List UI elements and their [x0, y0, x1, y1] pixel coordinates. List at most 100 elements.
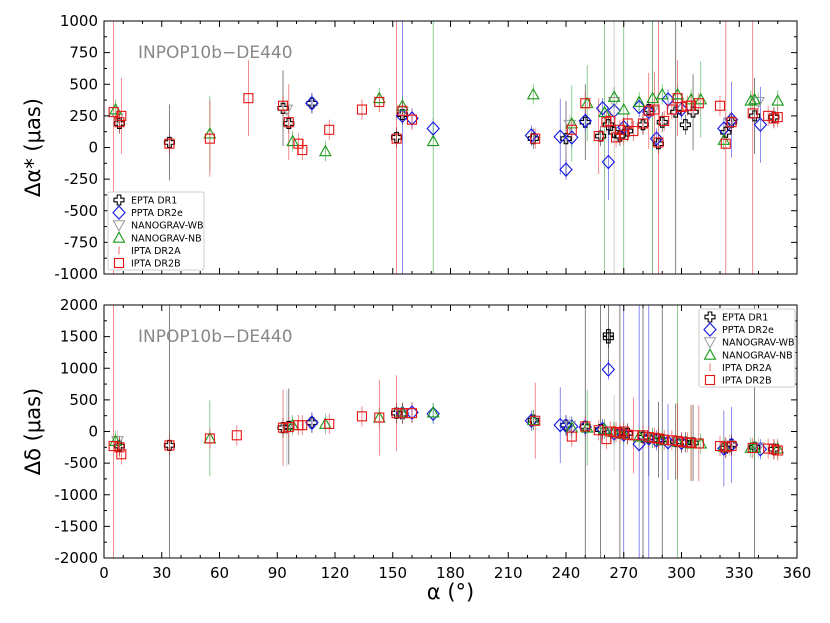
data-point: [679, 119, 691, 131]
bottom-y-axis-label: Δδ (μas): [21, 388, 45, 475]
data-point: [524, 128, 539, 143]
data-point: [753, 441, 768, 457]
y-tick-label: -1000: [54, 265, 98, 283]
legend-box: [698, 308, 796, 388]
legend-label: PPTA DR2e: [722, 325, 774, 336]
y-tick-label: 0: [88, 423, 98, 441]
data-point: [602, 329, 614, 341]
data-point: [607, 90, 621, 102]
data-point: [391, 408, 402, 419]
legend-label: NANOGRAV-NB: [131, 233, 202, 244]
data-point: [406, 114, 418, 125]
data-point: [622, 429, 633, 440]
data-point: [632, 95, 646, 107]
y-tick-label: 750: [69, 44, 98, 62]
data-point: [752, 442, 765, 454]
data-point: [426, 134, 440, 147]
data-point: [693, 98, 704, 109]
data-point: [717, 441, 731, 456]
legend-box: [107, 191, 205, 271]
x-axis-label: α (°): [427, 580, 474, 604]
data-point: [286, 134, 300, 147]
y-tick-label: 0: [88, 139, 98, 157]
data-point: [676, 437, 687, 448]
data-point: [565, 116, 579, 129]
data-point: [565, 130, 579, 145]
data-point: [108, 107, 119, 118]
top-panel: -1000 -750 -500 -250 0 250 500 750 1000 INPOP10b…: [21, 12, 798, 283]
data-point: [356, 104, 368, 115]
legend-label: IPTA DR2A: [722, 363, 772, 374]
y-tick-label: 1000: [60, 12, 98, 30]
data-point: [580, 421, 591, 432]
legend-marker: [703, 348, 717, 360]
data-point: [610, 132, 622, 143]
data-point: [714, 100, 726, 111]
data-point: [395, 405, 409, 418]
data-point: [406, 408, 418, 419]
data-point: [116, 110, 127, 121]
x-tick-label: 180: [436, 564, 465, 582]
data-point: [618, 129, 629, 140]
legend-marker: [703, 322, 717, 337]
data-point: [426, 405, 440, 418]
legend-label: IPTA DR2A: [131, 246, 181, 257]
data-point: [560, 133, 572, 145]
y-tick-label: -250: [64, 170, 98, 188]
data-point: [686, 100, 697, 111]
legend-label: IPTA DR2B: [131, 259, 181, 270]
data-point: [622, 118, 633, 129]
data-point: [659, 115, 670, 126]
x-tick-label: 60: [210, 564, 229, 582]
data-point: [277, 100, 289, 111]
data-point: [693, 438, 704, 449]
data-point: [553, 129, 567, 145]
data-point: [283, 422, 294, 433]
x-tick-label: 270: [609, 564, 638, 582]
legend-marker: [704, 311, 716, 323]
data-point: [753, 117, 768, 133]
data-point: [164, 138, 175, 149]
data-point: [283, 117, 294, 128]
x-tick-label: 120: [321, 564, 350, 582]
legend-marker: [112, 231, 126, 243]
data-point: [659, 434, 670, 445]
data-point: [563, 420, 577, 433]
data-point: [374, 96, 385, 108]
data-point: [396, 107, 409, 119]
y-tick-label: -500: [64, 202, 98, 220]
data-point: [164, 440, 175, 451]
x-tick-label: 360: [783, 564, 812, 582]
data-point: [643, 105, 654, 116]
data-point: [649, 131, 664, 146]
data-point: [530, 133, 541, 144]
legend-label: EPTA DR1: [131, 196, 177, 207]
top-markers: [108, 87, 785, 177]
data-point: [763, 110, 774, 121]
data-point: [768, 113, 779, 124]
data-point: [526, 87, 540, 100]
data-point: [618, 426, 629, 437]
legend-label: NANOGRAV-NB: [722, 350, 793, 361]
data-point: [204, 433, 215, 444]
data-point: [204, 133, 215, 144]
legend-marker: [703, 337, 717, 349]
data-point: [530, 415, 541, 426]
y-tick-label: -1500: [54, 517, 98, 535]
data-point: [661, 434, 675, 450]
data-point: [747, 442, 758, 453]
x-tick-label: 0: [99, 564, 109, 582]
data-point: [566, 124, 577, 135]
data-point: [297, 420, 308, 431]
data-point: [305, 415, 319, 430]
data-point: [565, 419, 579, 434]
data-point: [578, 113, 592, 129]
data-point: [602, 119, 614, 131]
y-tick-label: 1000: [60, 359, 98, 377]
data-point: [566, 431, 577, 442]
data-point: [653, 433, 664, 444]
top-y-axis-label: Δα* (μas): [21, 98, 45, 197]
data-point: [672, 435, 683, 447]
data-point: [649, 104, 660, 115]
